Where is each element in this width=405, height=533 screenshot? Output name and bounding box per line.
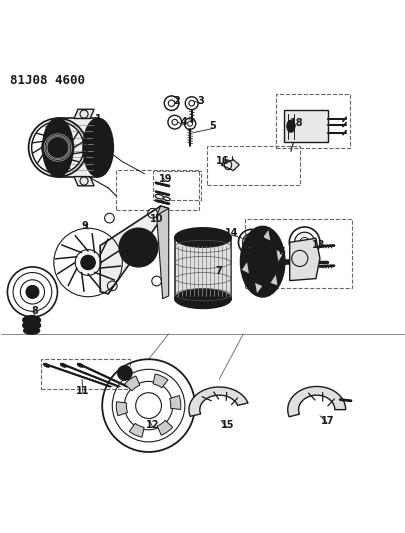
Text: 8: 8 [31, 306, 38, 316]
Circle shape [26, 286, 39, 298]
Bar [275, 94, 350, 148]
Polygon shape [129, 423, 144, 437]
Polygon shape [262, 229, 270, 241]
Polygon shape [100, 206, 168, 294]
Circle shape [126, 236, 150, 260]
Text: 7: 7 [214, 266, 221, 276]
Circle shape [117, 366, 132, 380]
Polygon shape [156, 206, 168, 217]
Text: 14: 14 [225, 228, 238, 238]
Polygon shape [241, 261, 249, 274]
Circle shape [246, 238, 256, 247]
Ellipse shape [23, 327, 40, 334]
Polygon shape [188, 387, 247, 416]
Text: 1: 1 [94, 114, 101, 124]
Text: 10: 10 [149, 214, 163, 224]
Bar [207, 146, 299, 185]
Polygon shape [116, 402, 127, 416]
Circle shape [52, 142, 63, 153]
Circle shape [132, 241, 144, 254]
Ellipse shape [23, 321, 40, 330]
Circle shape [81, 255, 95, 270]
Polygon shape [221, 160, 239, 171]
Bar [152, 171, 200, 200]
Text: 18: 18 [289, 118, 303, 128]
Text: 15: 15 [220, 421, 233, 430]
Ellipse shape [240, 227, 284, 297]
Text: 17: 17 [320, 416, 333, 425]
Polygon shape [269, 273, 277, 286]
Polygon shape [254, 282, 262, 295]
Ellipse shape [43, 118, 73, 177]
Ellipse shape [83, 118, 113, 177]
Ellipse shape [43, 364, 49, 367]
Text: 12: 12 [145, 419, 159, 430]
Text: 6: 6 [277, 247, 284, 257]
Ellipse shape [77, 364, 83, 367]
Text: 9: 9 [81, 221, 88, 231]
Text: 2: 2 [173, 96, 180, 106]
Text: 11: 11 [76, 386, 90, 395]
Polygon shape [74, 109, 94, 118]
Polygon shape [289, 238, 319, 280]
Polygon shape [74, 176, 94, 186]
Text: 19: 19 [159, 174, 172, 183]
Text: 3: 3 [197, 96, 204, 106]
Text: 5: 5 [209, 121, 215, 131]
Text: 4: 4 [180, 117, 187, 127]
Text: 13: 13 [311, 240, 325, 250]
Ellipse shape [60, 364, 66, 367]
Circle shape [119, 228, 158, 267]
Polygon shape [156, 208, 168, 299]
Ellipse shape [174, 228, 231, 247]
Polygon shape [169, 395, 180, 409]
Ellipse shape [174, 289, 231, 309]
Text: 81J08 4600: 81J08 4600 [10, 74, 85, 87]
Bar [245, 219, 351, 288]
Ellipse shape [286, 120, 294, 132]
Bar [116, 169, 198, 210]
Polygon shape [58, 118, 98, 177]
Polygon shape [287, 386, 345, 417]
Bar [41, 359, 129, 390]
Polygon shape [275, 249, 283, 263]
Bar [283, 110, 327, 142]
Polygon shape [157, 421, 172, 435]
Text: 16: 16 [215, 156, 228, 166]
Ellipse shape [23, 316, 40, 325]
Polygon shape [247, 237, 255, 250]
Polygon shape [174, 238, 231, 299]
Circle shape [255, 254, 269, 269]
Polygon shape [153, 374, 168, 388]
Polygon shape [124, 376, 139, 391]
